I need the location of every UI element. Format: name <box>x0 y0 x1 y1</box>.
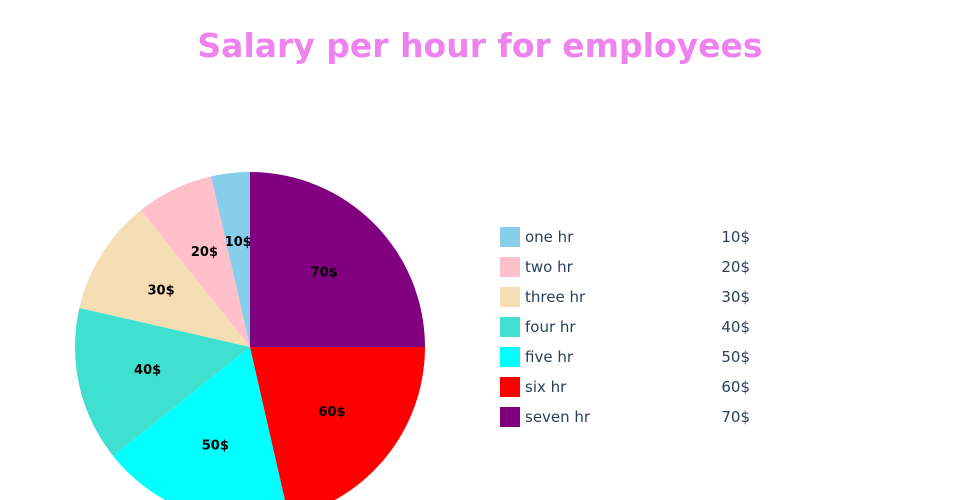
legend-value: 10$ <box>721 228 750 246</box>
legend-value: 60$ <box>721 378 750 396</box>
legend-value: 50$ <box>721 348 750 366</box>
legend-label: one hr <box>525 228 574 246</box>
chart-title: Salary per hour for employees <box>197 26 763 65</box>
legend-label: four hr <box>525 318 576 336</box>
slice-value-label: 60$ <box>319 405 346 420</box>
pie-slice-one-hr[interactable] <box>211 172 250 347</box>
legend-item[interactable]: four hr 40$ <box>500 316 760 346</box>
pie-slice-two-hr[interactable] <box>140 176 250 347</box>
pie-slice-six-hr[interactable] <box>250 347 425 500</box>
legend-swatch <box>500 287 520 307</box>
legend-swatch <box>500 257 520 277</box>
slice-value-label: 10$ <box>225 235 252 250</box>
slice-value-label: 20$ <box>191 245 218 260</box>
legend-item[interactable]: seven hr 70$ <box>500 406 760 436</box>
legend-value: 30$ <box>721 288 750 306</box>
legend-label: three hr <box>525 288 586 306</box>
slice-value-label: 40$ <box>134 363 161 378</box>
legend-label: seven hr <box>525 408 591 426</box>
legend-item[interactable]: five hr 50$ <box>500 346 760 376</box>
legend: one hr 10$ two hr 20$ three hr 30$ four hr 40$ f… <box>500 226 760 436</box>
legend-item[interactable]: six hr 60$ <box>500 376 760 406</box>
slice-value-label: 50$ <box>202 439 229 454</box>
legend-label: six hr <box>525 378 567 396</box>
legend-swatch <box>500 227 520 247</box>
pie-slice-four-hr[interactable] <box>75 308 250 457</box>
legend-label: two hr <box>525 258 573 276</box>
legend-swatch <box>500 347 520 367</box>
legend-item[interactable]: two hr 20$ <box>500 256 760 286</box>
pie-slice-five-hr[interactable] <box>113 347 289 500</box>
legend-item[interactable]: one hr 10$ <box>500 226 760 256</box>
legend-item[interactable]: three hr 30$ <box>500 286 760 316</box>
legend-value: 40$ <box>721 318 750 336</box>
pie-slice-seven-hr[interactable] <box>250 172 425 347</box>
legend-swatch <box>500 317 520 337</box>
slice-value-label: 30$ <box>148 284 175 299</box>
legend-swatch <box>500 377 520 397</box>
slice-value-label: 70$ <box>311 265 338 280</box>
legend-value: 70$ <box>721 408 750 426</box>
pie-slice-three-hr[interactable] <box>79 210 250 347</box>
legend-value: 20$ <box>721 258 750 276</box>
legend-label: five hr <box>525 348 573 366</box>
legend-swatch <box>500 407 520 427</box>
